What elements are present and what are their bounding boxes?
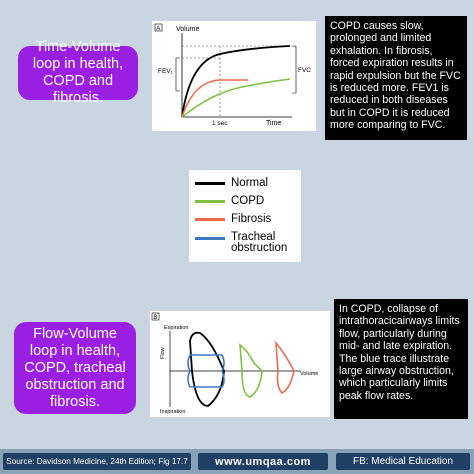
legend-swatch-copd [195, 200, 225, 203]
flow-volume-note: In COPD, collapse of intrathoracicairway… [334, 299, 468, 419]
copd-curve [181, 78, 291, 118]
website-link[interactable]: www.umqaa.com [198, 453, 328, 470]
facebook-credit-text: FB: Medical Education [352, 456, 454, 467]
fvc-label: FVC [298, 67, 311, 74]
panel-b-label: B [153, 315, 157, 321]
time-volume-figure: A Volume FEV₁ FVC 1 sec Time [152, 21, 316, 131]
tracheal-obstruction-loop [187, 354, 225, 388]
fev-bracket [175, 57, 180, 92]
legend: Normal COPD Fibrosis Tracheal obstructio… [189, 170, 301, 262]
normal-curve [181, 45, 291, 118]
fev-label: FEV₁ [158, 68, 174, 75]
legend-item-copd: COPD [195, 195, 265, 207]
legend-label-tracheal: Tracheal obstruction [231, 231, 288, 254]
panel-b-label-box [151, 312, 160, 321]
legend-item-normal: Normal [195, 177, 269, 189]
flow-volume-note-text: In COPD, collapse of intrathoracicairway… [339, 303, 460, 402]
legend-label-copd: COPD [231, 195, 265, 207]
flow-volume-title-text: Flow-Volume loop in health, COPD, trache… [24, 325, 126, 410]
inspiration-label: Inspiration [160, 409, 185, 415]
fvc-bracket [292, 45, 297, 94]
legend-item-fibrosis: Fibrosis [195, 213, 272, 225]
legend-label-normal: Normal [231, 177, 269, 189]
time-volume-graph: A Volume FEV₁ FVC 1 sec Time [154, 23, 311, 127]
panel-a-label: A [156, 26, 160, 32]
legend-swatch-fibrosis [195, 218, 225, 221]
facebook-credit: FB: Medical Education [336, 453, 470, 470]
time-volume-title-text: Time-Volume loop in health, COPD and fib… [32, 39, 124, 106]
fibrosis-curve [181, 79, 248, 118]
flow-axis-label: Flow [160, 347, 166, 359]
legend-item-tracheal: Tracheal obstruction [195, 231, 297, 254]
time-volume-note: COPD causes slow, prolonged and limited … [325, 16, 467, 140]
legend-swatch-normal [195, 182, 225, 185]
source-credit-text: Source: Davidson Medicine, 24th Edition;… [6, 457, 188, 466]
source-credit: Source: Davidson Medicine, 24th Edition;… [3, 453, 191, 470]
website-link-text: www.umqaa.com [215, 455, 311, 468]
panel-a-label-box [154, 23, 163, 32]
time-volume-title: Time-Volume loop in health, COPD and fib… [18, 39, 138, 106]
copd-loop [239, 343, 263, 398]
flow-volume-figure: B Expiration Inspiration Flow Volume [150, 311, 330, 417]
time-axis-label: Time [266, 120, 281, 127]
footer: Source: Davidson Medicine, 24th Edition;… [0, 449, 474, 474]
normal-loop [189, 331, 225, 407]
one-second-label: 1 sec [212, 120, 228, 127]
flow-volume-graph: B Expiration Inspiration Flow Volume [151, 312, 318, 415]
flow-volume-title: Flow-Volume loop in health, COPD, trache… [14, 322, 136, 414]
fibrosis-loop [275, 340, 295, 394]
expiration-label: Expiration [164, 325, 188, 331]
volume-axis-label: Volume [176, 26, 199, 33]
legend-label-fibrosis: Fibrosis [231, 213, 272, 225]
legend-swatch-tracheal [195, 237, 225, 240]
time-volume-note-text: COPD causes slow, prolonged and limited … [330, 20, 461, 132]
volume-axis-label: Volume [300, 371, 318, 377]
